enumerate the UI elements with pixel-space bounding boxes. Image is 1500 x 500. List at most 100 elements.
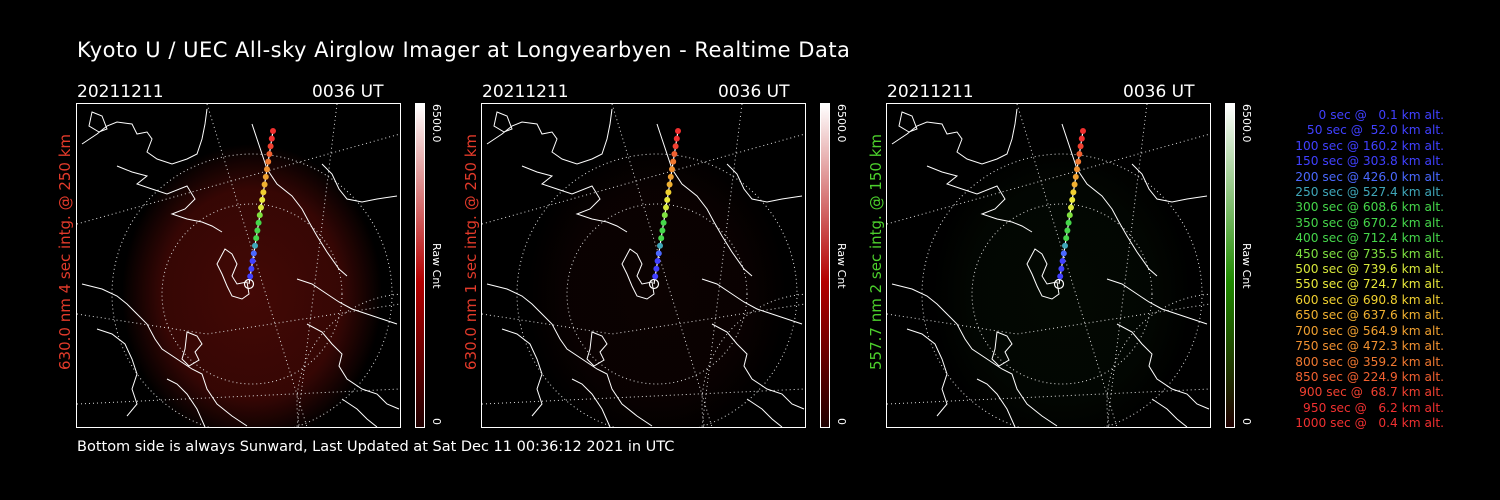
coastline — [1116, 323, 1210, 410]
panel-2-colorbar — [820, 103, 830, 428]
trajectory-point — [263, 166, 270, 173]
grid-line — [1016, 104, 1118, 427]
legend-row: 750 sec @ 472.3 km alt. — [1291, 339, 1444, 354]
trajectory-point — [257, 204, 264, 211]
page-title: Kyoto U / UEC All-sky Airglow Imager at … — [77, 38, 851, 62]
trajectory-point — [670, 158, 677, 165]
airglow-emission — [122, 144, 382, 427]
trajectory-point — [659, 227, 666, 234]
trajectory-point — [249, 258, 256, 265]
trajectory-point — [1076, 150, 1083, 157]
trajectory-point — [267, 143, 274, 150]
trajectory-point — [1075, 158, 1082, 165]
panel-3-colorbar — [1225, 103, 1235, 428]
panel-1-time: 0036 UT — [312, 82, 384, 102]
airglow-emission — [527, 144, 787, 427]
legend-row: 1000 sec @ 0.4 km alt. — [1295, 416, 1444, 431]
grid-line — [206, 104, 308, 427]
legend-row: 600 sec @ 690.8 km alt. — [1291, 292, 1444, 307]
legend-row: 100 sec @ 160.2 km alt. — [1291, 138, 1444, 153]
trajectory-point — [248, 265, 255, 272]
trajectory-point — [269, 127, 276, 134]
coastline — [621, 248, 655, 300]
coastline — [166, 378, 206, 427]
legend-row: 0 sec @ 0.1 km alt. — [1306, 108, 1444, 122]
legend-row: 800 sec @ 359.2 km alt. — [1291, 354, 1444, 369]
legend-row: 250 sec @ 527.4 km alt. — [1291, 185, 1444, 200]
grid-line — [611, 104, 713, 427]
trajectory-point — [265, 158, 272, 165]
trajectory-point — [251, 242, 258, 249]
coastline — [181, 331, 203, 367]
latitude-circle — [921, 153, 1203, 427]
trajectory-point — [262, 173, 269, 180]
trajectory-legend: 0 sec @ 0.1 km alt. 50 sec @ 52.0 km alt… — [1262, 108, 1444, 432]
legend-row: 50 sec @ 52.0 km alt. — [1299, 123, 1444, 138]
latitude-circle — [161, 203, 343, 385]
coastline — [906, 328, 948, 417]
trajectory-point — [673, 135, 680, 142]
latitude-circle — [566, 203, 748, 385]
coastline — [521, 165, 628, 233]
coastline — [726, 163, 803, 203]
map-canvas — [77, 104, 400, 427]
trajectory-point — [652, 273, 659, 280]
trajectory-point — [253, 235, 260, 242]
panel-3-colorbar-max: 6500.0 — [1240, 104, 1253, 143]
trajectory-point — [255, 219, 262, 226]
trajectory-point — [1065, 219, 1072, 226]
panel-2-time: 0036 UT — [718, 82, 790, 102]
trajectory-point — [259, 196, 266, 203]
trajectory-point — [664, 196, 671, 203]
coastline — [306, 323, 400, 410]
panel-3-wavelength-label: 557.7 nm 2 sec intg. @ 150 km — [867, 133, 885, 370]
panel-1-image — [76, 103, 401, 428]
panel-1-colorbar-max: 6500.0 — [430, 104, 443, 143]
coastline — [341, 398, 378, 427]
panel-2-wavelength-label: 630.0 nm 1 sec intg. @ 250 km — [462, 133, 480, 370]
legend-row: 900 sec @ 68.7 km alt. — [1295, 385, 1444, 400]
panel-1-wavelength-label: 630.0 nm 4 sec intg. @ 250 km — [56, 133, 74, 370]
coastline — [501, 328, 543, 417]
trajectory-point — [1066, 212, 1073, 219]
trajectory-point — [243, 278, 255, 290]
footer-status: Bottom side is always Sunward, Last Upda… — [77, 439, 675, 455]
trajectory-point — [666, 181, 673, 188]
legend-row: 200 sec @ 426.0 km alt. — [1291, 169, 1444, 184]
trajectory-point — [668, 166, 675, 173]
trajectory-point — [1061, 242, 1068, 249]
legend-row: 150 sec @ 303.8 km alt. — [1291, 154, 1444, 169]
trajectory-point — [1064, 227, 1071, 234]
trajectory-point — [261, 181, 268, 188]
trajectory-point — [1069, 196, 1076, 203]
legend-row: 400 sec @ 712.4 km alt. — [1291, 231, 1444, 246]
panel-2-colorbar-unit: Raw Cnt — [835, 243, 848, 289]
trajectory-point — [671, 150, 678, 157]
trajectory-point — [1078, 135, 1085, 142]
panel-1-date: 20211211 — [77, 82, 164, 102]
panel-3-colorbar-unit: Raw Cnt — [1240, 243, 1253, 289]
trajectory-point — [667, 173, 674, 180]
trajectory-point — [1079, 127, 1086, 134]
legend-row: 500 sec @ 739.6 km alt. — [1291, 262, 1444, 277]
panel-3-colorbar-min: 0 — [1240, 418, 1253, 425]
legend-row: 350 sec @ 670.2 km alt. — [1291, 215, 1444, 230]
legend-row: 950 sec @ 6.2 km alt. — [1299, 400, 1444, 415]
trajectory-point — [1053, 278, 1065, 290]
trajectory-point — [655, 250, 662, 257]
trajectory-point — [660, 219, 667, 226]
coastline — [898, 111, 918, 133]
trajectory-point — [254, 227, 261, 234]
coastline — [116, 165, 223, 233]
trajectory-point — [1063, 235, 1070, 242]
trajectory-point — [1059, 258, 1066, 265]
coastline — [891, 108, 1018, 165]
coastline — [216, 248, 250, 300]
coastline — [701, 278, 803, 325]
coastline — [991, 331, 1013, 367]
legend-row: 550 sec @ 724.7 km alt. — [1291, 277, 1444, 292]
coastline — [1151, 398, 1188, 427]
trajectory-point — [672, 143, 679, 150]
coastline — [486, 283, 653, 427]
trajectory-point — [268, 135, 275, 142]
